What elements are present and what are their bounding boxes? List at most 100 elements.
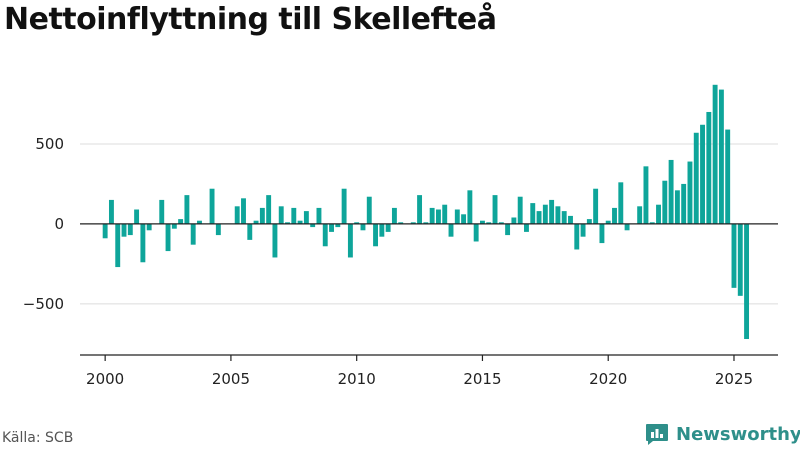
bar <box>649 222 655 224</box>
bar <box>423 222 429 224</box>
bar <box>165 223 171 252</box>
x-tick-label: 2005 <box>212 370 250 388</box>
bar <box>479 220 485 224</box>
gridlines <box>80 143 778 305</box>
bar <box>536 211 542 224</box>
bar <box>417 195 423 224</box>
bar <box>266 195 272 224</box>
bar <box>410 222 416 224</box>
bar <box>140 223 146 263</box>
brand-logo[interactable]: Newsworthy <box>644 421 800 447</box>
bar <box>366 196 372 224</box>
bar <box>360 223 366 231</box>
bar <box>322 223 328 247</box>
bar <box>574 223 580 250</box>
bar <box>259 207 265 224</box>
bar <box>555 206 561 224</box>
bar <box>448 223 454 237</box>
bar <box>134 209 140 224</box>
bar <box>127 223 133 236</box>
bar <box>379 223 385 237</box>
bar <box>586 219 592 224</box>
bar <box>561 211 567 224</box>
bar <box>700 124 705 224</box>
bar <box>197 220 202 224</box>
newsworthy-logo-icon <box>646 424 668 445</box>
bar <box>184 195 190 224</box>
bar <box>473 223 479 242</box>
bar <box>668 159 674 224</box>
bar <box>115 223 121 268</box>
bar <box>373 223 379 247</box>
bar <box>605 220 611 224</box>
bar <box>442 204 448 224</box>
bars <box>102 84 750 340</box>
bar <box>637 206 643 224</box>
bar <box>674 190 680 224</box>
bar <box>272 223 278 258</box>
bar <box>347 223 353 258</box>
x-tick-label: 2000 <box>86 370 124 388</box>
bar <box>234 206 240 224</box>
page-title: Nettoinflyttning till Skellefteå <box>4 2 497 37</box>
bar <box>178 219 184 224</box>
axes <box>80 223 778 361</box>
bar <box>335 223 341 228</box>
bar <box>121 223 127 237</box>
bar <box>681 183 687 224</box>
x-tick-label: 2020 <box>589 370 627 388</box>
bar <box>461 214 467 224</box>
x-tick-label: 2010 <box>338 370 376 388</box>
x-tick-label: 2025 <box>715 370 753 388</box>
bar <box>693 132 699 224</box>
bar <box>291 207 297 224</box>
bar <box>593 188 599 224</box>
bar <box>354 222 360 224</box>
bar <box>599 223 605 244</box>
bar <box>429 207 435 224</box>
bar <box>159 199 165 224</box>
bar <box>624 223 630 231</box>
bar <box>253 220 259 224</box>
brand-name: Newsworthy <box>676 423 800 445</box>
bar <box>247 223 253 240</box>
x-tick-labels: 2000 2005 2010 2015 2020 2025 <box>86 370 753 388</box>
bar <box>108 199 114 224</box>
bar <box>549 199 555 224</box>
bar <box>435 209 441 224</box>
bar <box>190 223 196 245</box>
bar <box>215 223 221 236</box>
bar <box>517 196 523 224</box>
x-tick-label: 2015 <box>463 370 501 388</box>
bar <box>146 223 152 231</box>
bar <box>467 190 473 224</box>
bar <box>718 89 724 224</box>
bar <box>498 222 504 224</box>
bar <box>687 161 693 224</box>
bar <box>530 203 536 224</box>
source-note: Källa: SCB <box>2 430 74 446</box>
bar <box>505 223 511 236</box>
bar <box>341 188 347 224</box>
bar <box>643 166 649 224</box>
bar <box>712 84 718 224</box>
bar <box>492 195 498 224</box>
bar <box>316 207 322 224</box>
bar <box>731 223 737 288</box>
y-tick-label: 500 <box>35 135 64 153</box>
bar <box>486 222 492 224</box>
bar <box>542 204 548 224</box>
bar <box>303 211 309 224</box>
bar <box>706 111 712 224</box>
bar <box>511 217 517 224</box>
bar <box>391 207 397 224</box>
bar <box>580 223 586 237</box>
y-tick-label: −500 <box>23 295 64 313</box>
y-tick-label: 0 <box>54 215 64 233</box>
bar <box>618 182 624 224</box>
bar <box>385 223 391 232</box>
bar <box>285 222 290 224</box>
bar <box>612 207 617 224</box>
bar <box>278 206 284 224</box>
